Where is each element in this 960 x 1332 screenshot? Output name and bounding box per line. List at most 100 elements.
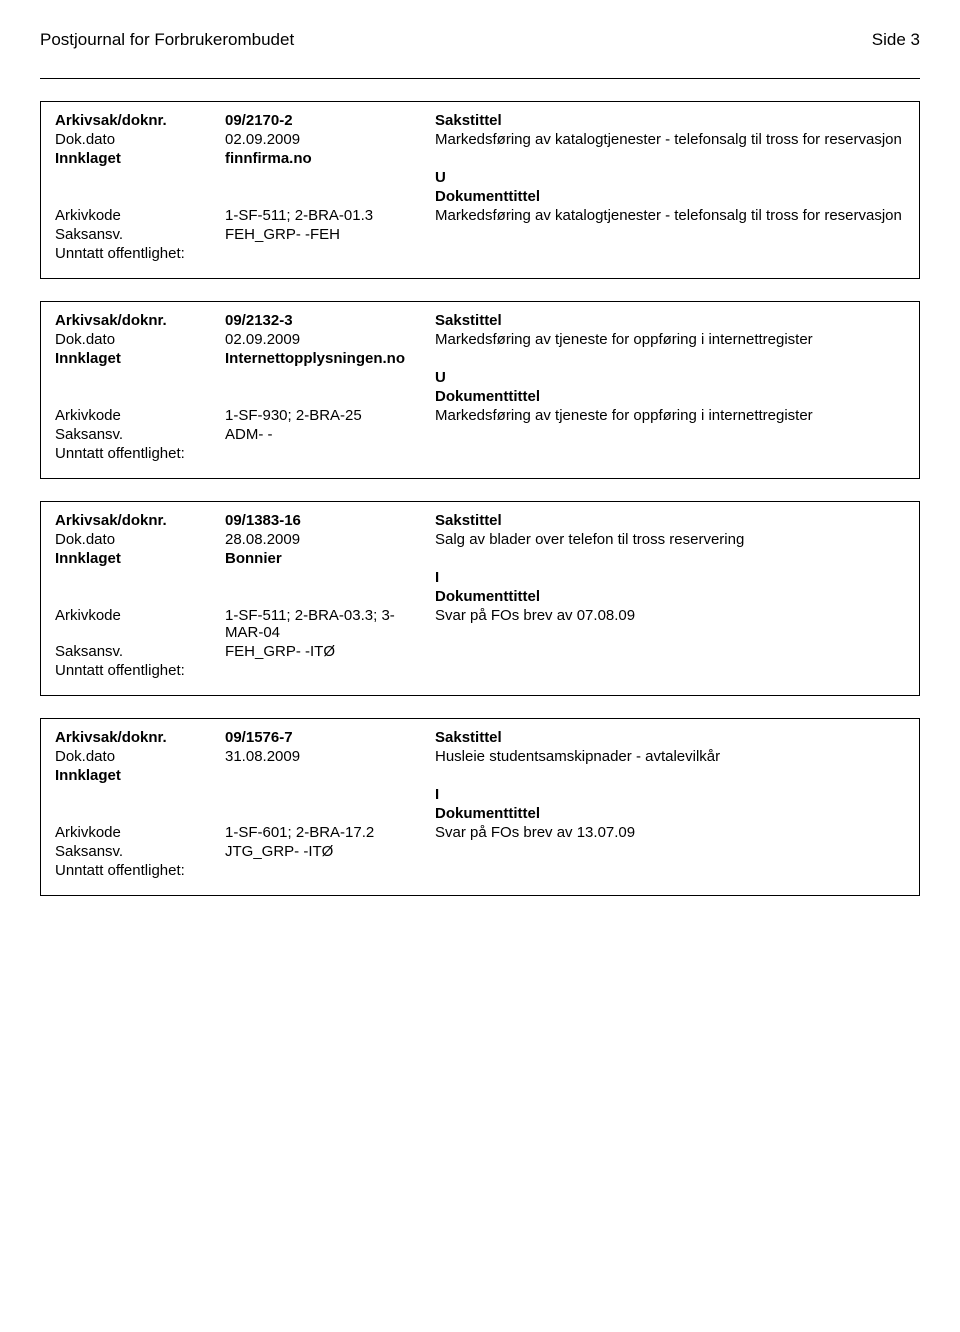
record-row: Dok.dato31.08.2009Husleie studentsamskip… [55,748,905,765]
value-saksansv: ADM- - [225,426,435,443]
record: Arkivsak/doknr.09/2132-3Sakstittel Dok.da… [40,301,920,479]
label-dokdato: Dok.dato [55,748,225,765]
label-unntatt: Unntatt offentlighet: [55,862,225,879]
label-sakstittel: Sakstittel [435,512,905,529]
record-row: Unntatt offentlighet: [55,245,905,262]
page-header: Postjournal for Forbrukerombudet Side 3 [40,30,920,50]
value-arkivsak: 09/2132-3 [225,312,435,329]
record: Arkivsak/doknr.09/1383-16Sakstittel Dok.d… [40,501,920,696]
value-direction: U [435,369,905,386]
label-unntatt: Unntatt offentlighet: [55,445,225,462]
record-row: I [55,786,905,803]
label-arkivkode: Arkivkode [55,407,225,424]
record-row: Arkivsak/doknr.09/1576-7Sakstittel [55,729,905,746]
label-arkivkode: Arkivkode [55,824,225,841]
record-row: Innklaget [55,767,905,784]
records-container: Arkivsak/doknr.09/2170-2SakstittelDok.da… [40,101,920,896]
record-row: U [55,169,905,186]
record-row: Innklagetfinnfirma.no [55,150,905,167]
record: Arkivsak/doknr.09/1576-7Sakstittel Dok.da… [40,718,920,896]
label-arkivsak: Arkivsak/doknr. [55,512,225,529]
value-sakstittel: Markedsføring av tjeneste for oppføring … [435,331,905,348]
record-row: Dokumenttittel [55,805,905,822]
value-doktittel: Svar på FOs brev av 07.08.09 [435,607,905,624]
record-row: Arkivkode1-SF-511; 2-BRA-03.3; 3-MAR-04S… [55,607,905,641]
record-row: Arkivkode1-SF-930; 2-BRA-25Markedsføring… [55,407,905,424]
label-arkivsak: Arkivsak/doknr. [55,729,225,746]
value-innklaget: Bonnier [225,550,435,567]
record-row: Dokumenttittel [55,388,905,405]
value-innklaget: Internettopplysningen.no [225,350,435,367]
record-row: Dokumenttittel [55,588,905,605]
record-row: Arkivsak/doknr.09/2132-3Sakstittel [55,312,905,329]
header-divider [40,78,920,79]
record-row: Dok.dato02.09.2009Markedsføring av katal… [55,131,905,148]
record-row: Arkivkode1-SF-601; 2-BRA-17.2Svar på FOs… [55,824,905,841]
label-dokdato: Dok.dato [55,531,225,548]
label-saksansv: Saksansv. [55,226,225,243]
value-doktittel: Markedsføring av tjeneste for oppføring … [435,407,905,424]
value-arkivsak: 09/2170-2 [225,112,435,129]
value-arkivkode: 1-SF-601; 2-BRA-17.2 [225,824,435,841]
label-unntatt: Unntatt offentlighet: [55,662,225,679]
value-direction: I [435,786,905,803]
label-dokumenttittel: Dokumenttittel [435,588,905,605]
value-arkivsak: 09/1576-7 [225,729,435,746]
value-sakstittel: Husleie studentsamskipnader - avtalevilk… [435,748,905,765]
value-arkivkode: 1-SF-511; 2-BRA-01.3 [225,207,435,224]
record-row: Dok.dato28.08.2009Salg av blader over te… [55,531,905,548]
record-row: Saksansv.FEH_GRP- -ITØ [55,643,905,660]
label-dokumenttittel: Dokumenttittel [435,388,905,405]
record-row: Saksansv.FEH_GRP- -FEH [55,226,905,243]
record-row: Unntatt offentlighet: [55,862,905,879]
label-innklaget: Innklaget [55,350,225,367]
value-direction: I [435,569,905,586]
record-row: Dok.dato02.09.2009Markedsføring av tjene… [55,331,905,348]
label-arkivsak: Arkivsak/doknr. [55,112,225,129]
page-number: Side 3 [872,30,920,50]
record-row: InnklagetInternettopplysningen.no [55,350,905,367]
value-direction: U [435,169,905,186]
value-dokdato: 28.08.2009 [225,531,435,548]
record: Arkivsak/doknr.09/2170-2Sakstittel Dok.da… [40,101,920,279]
value-dokdato: 02.09.2009 [225,131,435,148]
label-unntatt: Unntatt offentlighet: [55,245,225,262]
page-title: Postjournal for Forbrukerombudet [40,30,294,50]
label-innklaget: Innklaget [55,550,225,567]
label-innklaget: Innklaget [55,767,225,784]
value-saksansv: FEH_GRP- -FEH [225,226,435,243]
value-saksansv: JTG_GRP- -ITØ [225,843,435,860]
label-arkivkode: Arkivkode [55,607,225,624]
value-doktittel: Markedsføring av katalogtjenester - tele… [435,207,905,224]
label-dokumenttittel: Dokumenttittel [435,188,905,205]
record-row: Arkivsak/doknr.09/2170-2Sakstittel [55,112,905,129]
record-row: Unntatt offentlighet: [55,445,905,462]
value-arkivkode: 1-SF-511; 2-BRA-03.3; 3-MAR-04 [225,607,435,641]
label-sakstittel: Sakstittel [435,312,905,329]
record-row: I [55,569,905,586]
label-arkivsak: Arkivsak/doknr. [55,312,225,329]
record-row: U [55,369,905,386]
label-innklaget: Innklaget [55,150,225,167]
record-row: Arkivsak/doknr.09/1383-16Sakstittel [55,512,905,529]
value-doktittel: Svar på FOs brev av 13.07.09 [435,824,905,841]
label-dokdato: Dok.dato [55,131,225,148]
label-sakstittel: Sakstittel [435,729,905,746]
label-saksansv: Saksansv. [55,843,225,860]
value-sakstittel: Salg av blader over telefon til tross re… [435,531,905,548]
label-saksansv: Saksansv. [55,643,225,660]
value-arkivkode: 1-SF-930; 2-BRA-25 [225,407,435,424]
record-row: Arkivkode1-SF-511; 2-BRA-01.3Markedsføri… [55,207,905,224]
label-saksansv: Saksansv. [55,426,225,443]
value-dokdato: 02.09.2009 [225,331,435,348]
value-sakstittel: Markedsføring av katalogtjenester - tele… [435,131,905,148]
record-row: Saksansv.ADM- - [55,426,905,443]
label-sakstittel: Sakstittel [435,112,905,129]
record-row: Unntatt offentlighet: [55,662,905,679]
value-dokdato: 31.08.2009 [225,748,435,765]
label-arkivkode: Arkivkode [55,207,225,224]
value-innklaget: finnfirma.no [225,150,435,167]
record-row: Dokumenttittel [55,188,905,205]
record-row: Saksansv.JTG_GRP- -ITØ [55,843,905,860]
label-dokumenttittel: Dokumenttittel [435,805,905,822]
